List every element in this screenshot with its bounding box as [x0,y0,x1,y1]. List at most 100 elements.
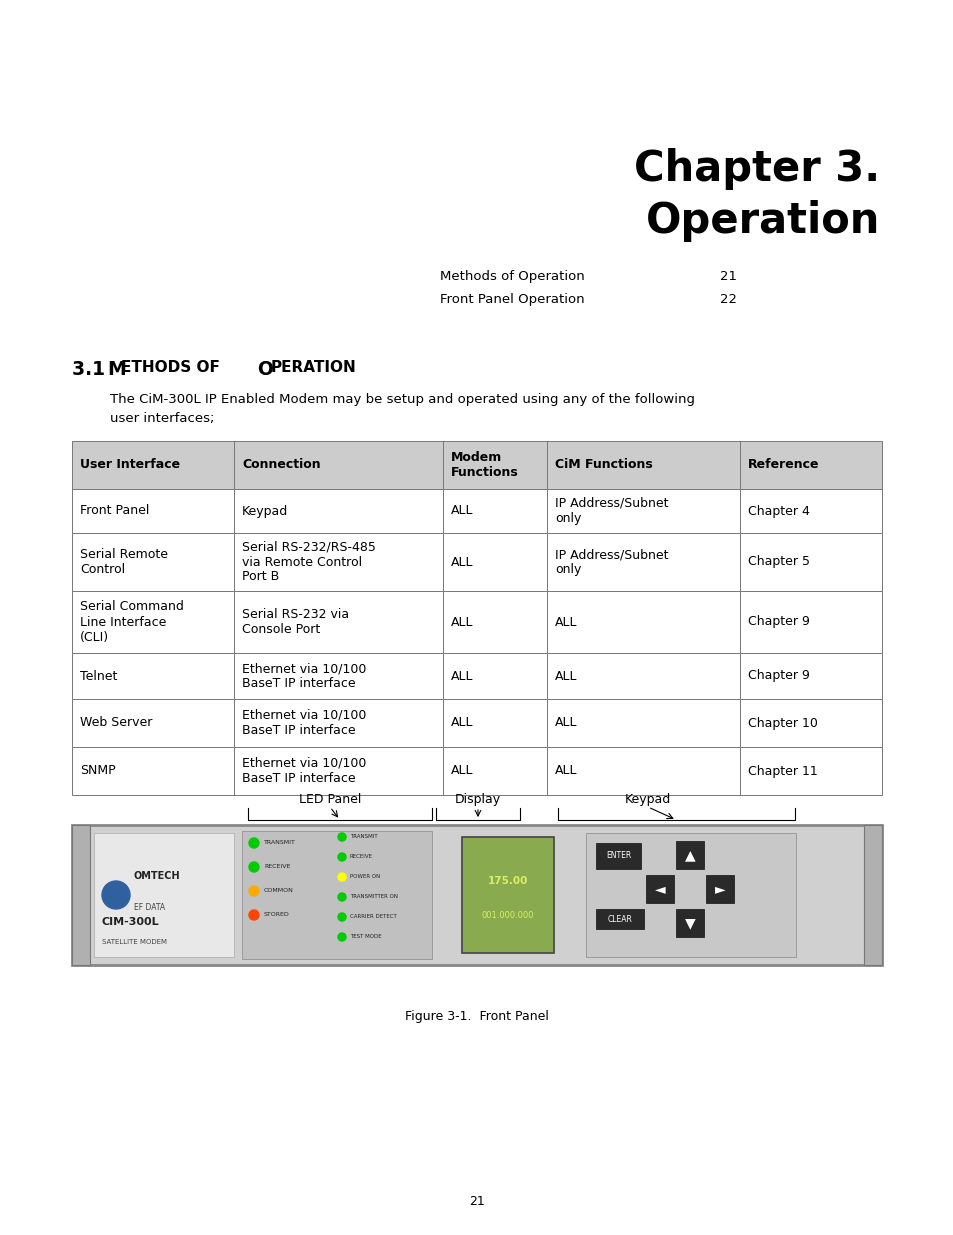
Bar [71,441,233,489]
Bar [442,747,546,795]
Bar [585,832,795,957]
Text: Ethernet via 10/100
BaseT IP interface: Ethernet via 10/100 BaseT IP interface [242,709,366,737]
Bar [740,592,882,653]
Bar [233,489,442,534]
Text: RECEIVE: RECEIVE [264,864,290,869]
Text: SATELLITE MODEM: SATELLITE MODEM [102,939,167,945]
Text: Serial RS-232/RS-485
via Remote Control
Port B: Serial RS-232/RS-485 via Remote Control … [242,541,375,583]
Circle shape [102,881,130,909]
Circle shape [249,910,258,920]
Text: Chapter 3.: Chapter 3. [633,148,879,190]
Text: 3.1: 3.1 [71,359,112,379]
Bar [442,534,546,592]
Text: ►: ► [714,882,724,897]
Text: Display: Display [455,793,500,806]
Text: CARRIER DETECT: CARRIER DETECT [350,914,396,920]
Text: ALL: ALL [555,764,577,778]
Bar [461,837,554,953]
Text: LED Panel: LED Panel [298,793,361,806]
Text: ALL: ALL [555,669,577,683]
Text: ALL: ALL [451,716,473,730]
Text: Ethernet via 10/100
BaseT IP interface: Ethernet via 10/100 BaseT IP interface [242,662,366,690]
Text: ALL: ALL [555,716,577,730]
Circle shape [337,932,346,941]
Bar [442,441,546,489]
Bar [546,489,740,534]
Text: User Interface: User Interface [80,458,180,472]
Text: Chapter 4: Chapter 4 [747,505,809,517]
Bar [740,653,882,699]
Bar [596,909,643,929]
Bar [645,876,673,903]
Bar [71,489,233,534]
Bar [676,909,703,937]
Text: ALL: ALL [451,505,473,517]
Bar [233,441,442,489]
Bar [242,831,432,960]
Bar [71,534,233,592]
Text: ETHODS OF: ETHODS OF [121,359,225,375]
Text: Figure 3-1.  Front Panel: Figure 3-1. Front Panel [405,1010,548,1023]
Text: PERATION: PERATION [271,359,356,375]
Text: The CiM-300L IP Enabled Modem may be setup and operated using any of the followi: The CiM-300L IP Enabled Modem may be set… [110,393,695,406]
Text: TRANSMIT: TRANSMIT [350,835,377,840]
Text: CiM Functions: CiM Functions [555,458,652,472]
Text: COMMON: COMMON [264,888,294,893]
Bar [546,747,740,795]
Text: IP Address/Subnet
only: IP Address/Subnet only [555,548,668,576]
Bar [71,699,233,747]
Text: Connection: Connection [242,458,320,472]
Bar [740,534,882,592]
Text: 21: 21 [720,270,737,283]
Bar [546,653,740,699]
Circle shape [249,885,258,897]
Circle shape [337,913,346,921]
Bar [442,592,546,653]
Text: TEST MODE: TEST MODE [350,935,381,940]
Text: Serial RS-232 via
Console Port: Serial RS-232 via Console Port [242,608,349,636]
Text: Ethernet via 10/100
BaseT IP interface: Ethernet via 10/100 BaseT IP interface [242,757,366,785]
Text: ALL: ALL [555,615,577,629]
Circle shape [337,832,346,841]
Text: RECEIVE: RECEIVE [350,855,373,860]
Bar [546,441,740,489]
Text: SNMP: SNMP [80,764,115,778]
Bar [71,825,882,965]
Text: ALL: ALL [451,615,473,629]
Bar [705,876,733,903]
Text: Serial Command
Line Interface
(CLI): Serial Command Line Interface (CLI) [80,600,184,643]
Bar [442,489,546,534]
Circle shape [337,853,346,861]
Text: Web Server: Web Server [80,716,152,730]
Text: O: O [256,359,273,379]
Text: Chapter 10: Chapter 10 [747,716,817,730]
Text: IP Address/Subnet
only: IP Address/Subnet only [555,496,668,525]
Text: ENTER: ENTER [605,851,631,861]
Text: Keypad: Keypad [242,505,288,517]
Text: OMTECH: OMTECH [133,872,180,882]
Text: Chapter 9: Chapter 9 [747,615,809,629]
Text: TRANSMIT: TRANSMIT [264,841,295,846]
Text: ALL: ALL [451,764,473,778]
Text: ALL: ALL [451,556,473,568]
Circle shape [337,893,346,902]
Circle shape [249,862,258,872]
Text: Front Panel Operation: Front Panel Operation [439,293,584,306]
Bar [71,592,233,653]
Bar [740,441,882,489]
Text: Methods of Operation: Methods of Operation [439,270,584,283]
Bar [233,699,442,747]
Bar [94,832,233,957]
Text: 175.00: 175.00 [487,876,528,885]
Text: Front Panel: Front Panel [80,505,150,517]
Bar [71,747,233,795]
Text: 001.000.000: 001.000.000 [481,911,534,920]
Text: 21: 21 [469,1195,484,1208]
Bar [442,653,546,699]
Text: Reference: Reference [747,458,819,472]
Text: Serial Remote
Control: Serial Remote Control [80,548,168,576]
Text: Keypad: Keypad [624,793,670,806]
Text: Modem
Functions: Modem Functions [451,451,518,479]
Text: CLEAR: CLEAR [607,914,632,924]
Text: Telnet: Telnet [80,669,117,683]
